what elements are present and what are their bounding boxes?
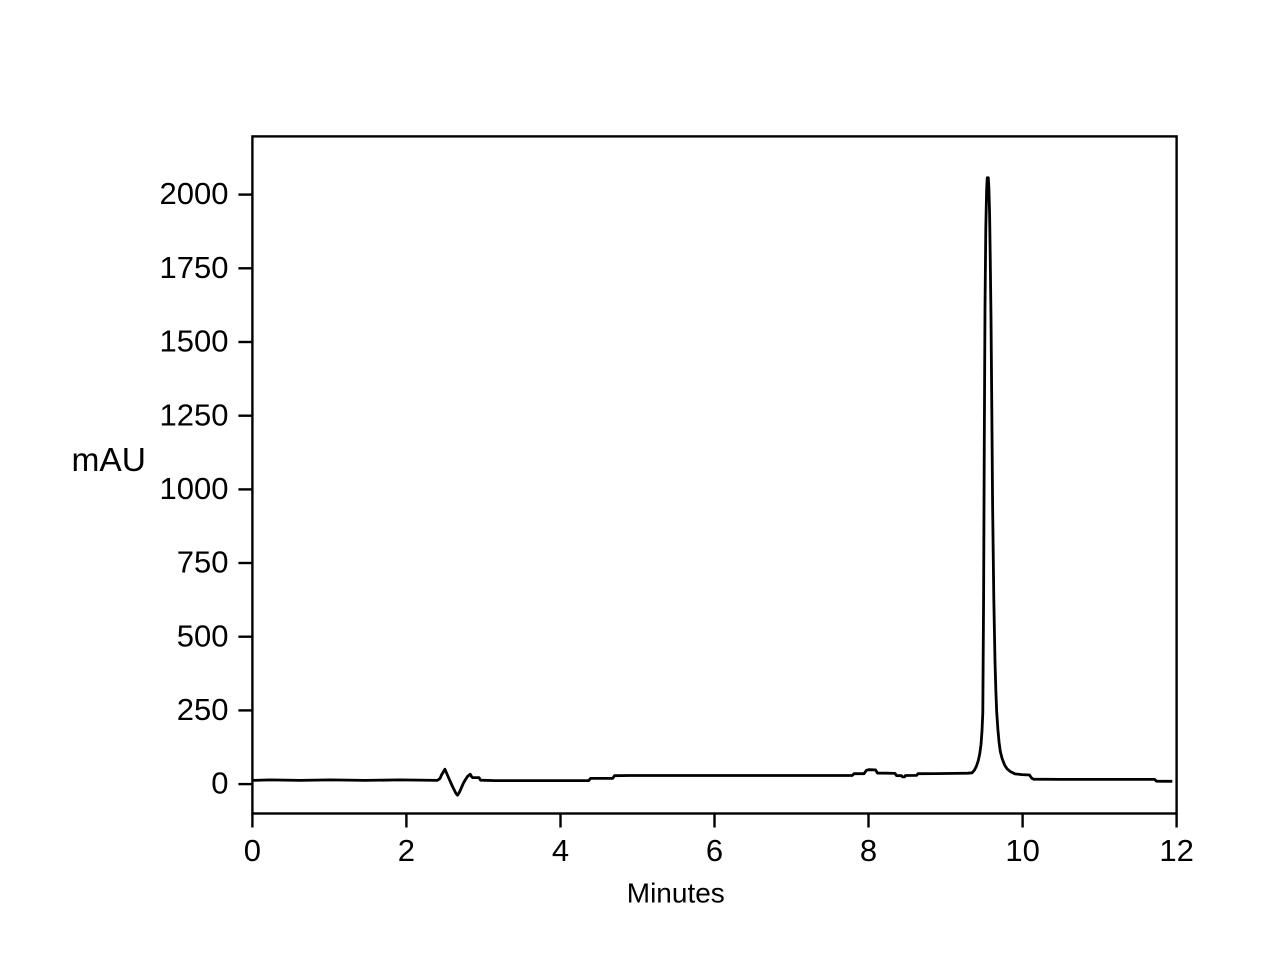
svg-text:Minutes: Minutes (627, 877, 725, 908)
svg-text:4: 4 (552, 833, 569, 868)
svg-text:2: 2 (398, 833, 415, 868)
svg-text:8: 8 (860, 833, 877, 868)
svg-text:1250: 1250 (160, 397, 229, 432)
svg-text:250: 250 (177, 692, 229, 727)
svg-text:1500: 1500 (160, 324, 229, 359)
svg-text:2000: 2000 (160, 176, 229, 211)
svg-text:500: 500 (177, 618, 229, 653)
svg-text:0: 0 (244, 833, 261, 868)
svg-text:10: 10 (1005, 833, 1039, 868)
svg-text:mAU: mAU (72, 442, 146, 479)
svg-text:12: 12 (1159, 833, 1193, 868)
svg-text:1000: 1000 (160, 471, 229, 506)
svg-text:1750: 1750 (160, 250, 229, 285)
svg-text:0: 0 (211, 766, 228, 801)
svg-text:750: 750 (177, 545, 229, 580)
svg-text:6: 6 (706, 833, 723, 868)
